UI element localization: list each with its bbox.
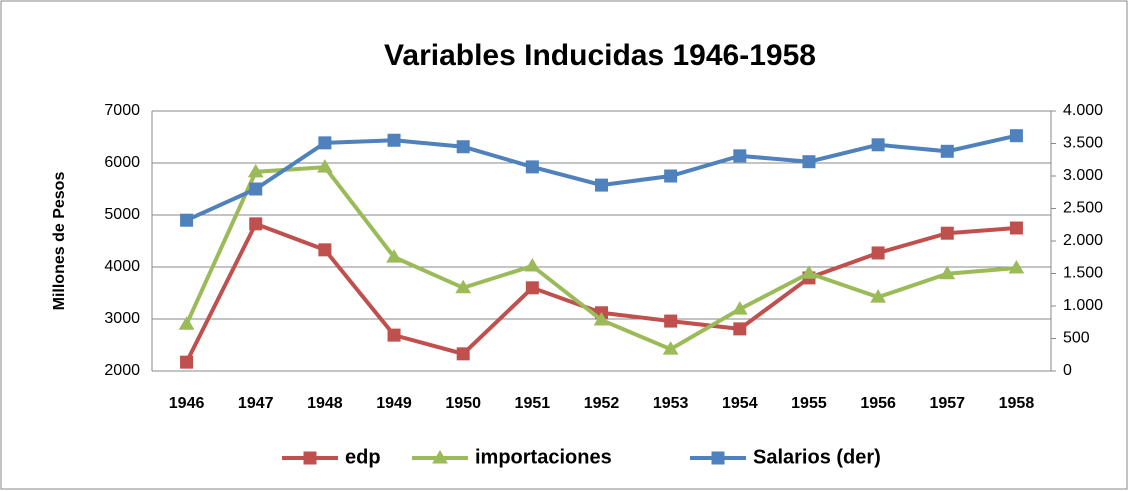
data-point (247, 163, 264, 178)
y-tick-label: 7000 (104, 102, 140, 119)
data-point (593, 312, 610, 326)
x-tick-label: 1949 (376, 395, 412, 412)
data-point (733, 149, 747, 163)
y2-tick-label: 2.500 (1063, 200, 1103, 217)
data-point (1008, 260, 1025, 274)
y2-tick-label: 1.000 (1063, 297, 1103, 314)
x-tick-label: 1954 (722, 395, 758, 412)
data-point (525, 160, 539, 174)
legend-label: Salarios (der) (753, 446, 881, 468)
y2-tick-label: 500 (1063, 330, 1090, 347)
x-tick-label: 1951 (515, 395, 551, 412)
data-point (871, 138, 885, 152)
y-tick-label: 5000 (104, 206, 140, 223)
x-tick-label: 1958 (999, 395, 1035, 412)
data-point (180, 213, 194, 227)
data-point (595, 178, 608, 192)
data-point (317, 159, 333, 173)
x-tick-label: 1952 (584, 395, 620, 412)
legend-label: edp (345, 446, 381, 468)
y2-tick-label: 0 (1063, 362, 1072, 379)
y2-tick-label: 4.000 (1063, 102, 1103, 119)
data-point (1009, 221, 1023, 235)
data-point (386, 249, 402, 263)
data-point (318, 243, 332, 257)
y-axis-label: Millones de Pesos (51, 172, 68, 311)
y-tick-label: 4000 (104, 258, 140, 275)
legend-marker (711, 451, 725, 465)
legend-marker (303, 451, 317, 465)
data-point (731, 301, 748, 315)
y2-tick-label: 3.000 (1063, 167, 1103, 184)
x-tick-label: 1956 (860, 395, 896, 412)
x-tick-label: 1953 (653, 395, 689, 412)
legend-marker (432, 450, 448, 464)
data-point (939, 265, 956, 280)
data-point (249, 217, 263, 231)
data-point (456, 140, 470, 154)
data-point (180, 355, 194, 369)
data-point (664, 169, 678, 183)
y-tick-label: 6000 (104, 154, 140, 171)
data-point (456, 347, 470, 361)
data-point (940, 144, 954, 158)
data-point (318, 136, 332, 150)
data-point (525, 281, 539, 295)
data-point (249, 182, 263, 196)
y2-tick-label: 3.500 (1063, 135, 1103, 152)
data-point (178, 316, 195, 330)
y-tick-label: 3000 (104, 310, 140, 327)
y2-tick-label: 1.500 (1063, 265, 1103, 282)
x-tick-label: 1946 (169, 395, 205, 412)
y2-tick-label: 2.000 (1063, 232, 1103, 249)
x-tick-label: 1947 (238, 395, 274, 412)
data-point (1009, 129, 1023, 143)
chart-title: Variables Inducidas 1946-1958 (384, 39, 816, 72)
data-point (664, 314, 678, 328)
data-point (387, 133, 401, 147)
data-point (802, 155, 816, 169)
data-point (940, 226, 954, 240)
data-point (387, 328, 401, 342)
data-point (871, 246, 885, 260)
data-point (662, 341, 679, 355)
data-point (870, 289, 886, 303)
x-tick-label: 1955 (791, 395, 827, 412)
x-tick-label: 1948 (307, 395, 343, 412)
data-point (524, 257, 541, 272)
x-tick-label: 1957 (929, 395, 965, 412)
data-point (801, 265, 817, 279)
legend-label: importaciones (475, 446, 612, 468)
x-tick-label: 1950 (445, 395, 481, 412)
data-point (733, 322, 747, 336)
data-point (455, 279, 472, 294)
y-tick-label: 2000 (104, 362, 140, 379)
